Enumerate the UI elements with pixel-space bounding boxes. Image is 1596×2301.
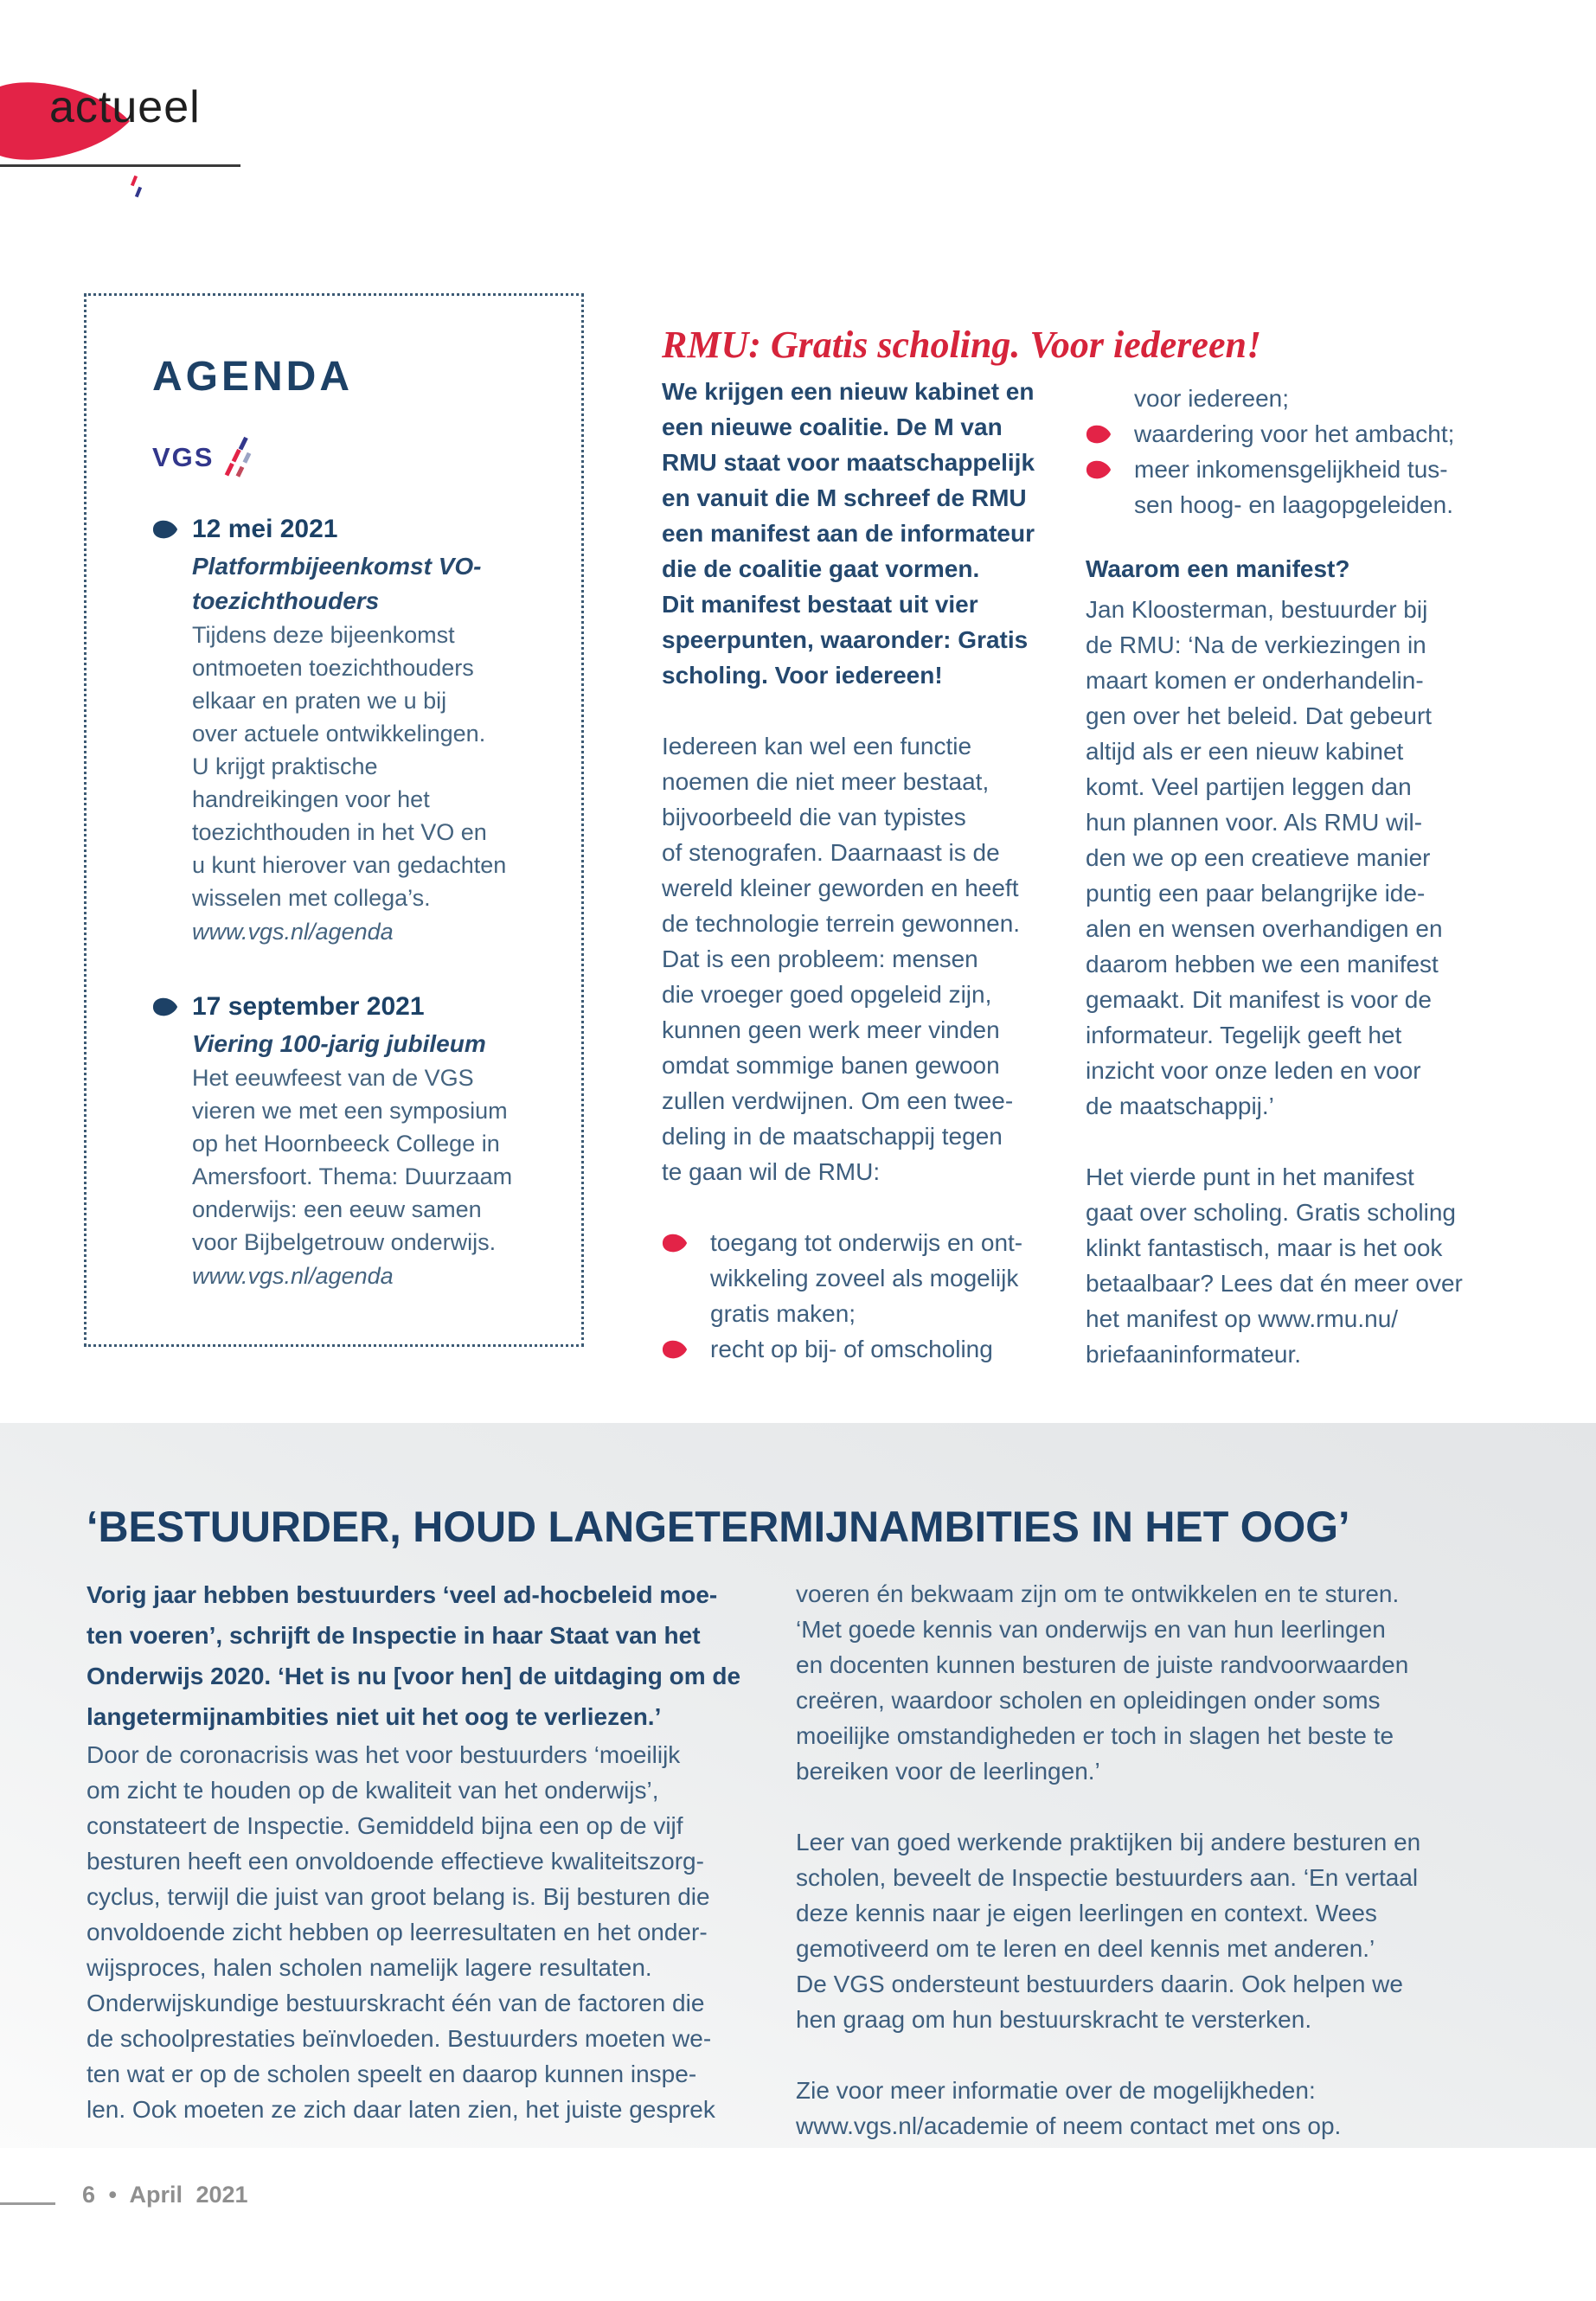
bestuurder-article-title: ‘BESTUURDER, HOUD LANGETERMIJNAMBITIES I… — [87, 1502, 1350, 1551]
leaf-icon — [0, 82, 130, 160]
bestuurder-paragraph: voeren én bekwaam zijn om te ontwikkelen… — [796, 1580, 1409, 1785]
agenda-date: 12 mei 2021 — [192, 515, 338, 543]
bestuurder-intro: Vorig jaar hebben bestuurders ‘veel ad-h… — [87, 1581, 741, 1730]
bestuurder-paragraph: Leer van goed werkende praktijken bij an… — [796, 1829, 1421, 2033]
agenda-item: 12 mei 2021 Platformbijeenkomst VO- toez… — [152, 515, 550, 949]
vgs-logo-slashes-icon — [225, 436, 252, 478]
leaf-bullet-icon — [152, 997, 178, 1016]
leaf-bullet-icon — [1086, 425, 1112, 444]
bestuurder-article-panel — [0, 1423, 1596, 2148]
vgs-logo-text: VGS — [152, 442, 215, 472]
agenda-link[interactable]: www.vgs.nl/agenda — [192, 919, 394, 945]
rmu-bullet: waardering voor het ambacht; — [1086, 416, 1518, 452]
agenda-date: 17 september 2021 — [192, 992, 425, 1021]
page-number: 6 • April 2021 — [82, 2182, 248, 2208]
vgs-logo: VGS — [152, 435, 550, 484]
leaf-bullet-icon — [152, 520, 178, 539]
rmu-paragraph: Jan Kloosterman, bestuurder bij de RMU: … — [1086, 596, 1443, 1119]
page-title: actueel — [49, 82, 201, 132]
agenda-subtitle: Platformbijeenkomst VO- toezichthouders — [192, 553, 482, 614]
rmu-bullet-text: recht op bij- of omscholing — [710, 1336, 993, 1362]
rmu-article-title: RMU: Gratis scholing. Voor iedereen! — [662, 324, 1262, 367]
rmu-intro: We krijgen een nieuw kabinet en een nieu… — [662, 378, 1035, 689]
leaf-bullet-icon — [662, 1340, 688, 1359]
rmu-column-2: voor iedereen; waardering voor het ambac… — [1086, 381, 1518, 1407]
agenda-body: Het eeuwfeest van de VGS vieren we met e… — [192, 1065, 513, 1255]
agenda-title: AGENDA — [152, 354, 354, 400]
vgs-slash-marks-icon — [130, 175, 143, 198]
bestuurder-right-column: voeren én bekwaam zijn om te ontwikkelen… — [796, 1576, 1531, 2179]
leaf-bullet-icon — [1086, 460, 1112, 479]
rmu-subheading: Waarom een manifest? — [1086, 555, 1350, 582]
rmu-bullet: toegang tot onderwijs en ont- wikkeling … — [662, 1225, 1064, 1331]
rmu-bullet-continuation: voor iedereen; — [1134, 385, 1290, 412]
footer-rule — [0, 2202, 55, 2205]
bestuurder-paragraph: Zie voor meer informatie over de mogelij… — [796, 2077, 1342, 2139]
agenda-link[interactable]: www.vgs.nl/agenda — [192, 1263, 394, 1289]
leaf-bullet-icon — [662, 1234, 688, 1253]
rmu-bullet-text: toegang tot onderwijs en ont- wikkeling … — [710, 1229, 1023, 1327]
agenda-item: 17 september 2021 Viering 100-jarig jubi… — [152, 992, 550, 1293]
rmu-paragraph: Het vierde punt in het manifest gaat ove… — [1086, 1163, 1463, 1368]
agenda-body: Tijdens deze bijeenkomst ontmoeten toezi… — [192, 622, 507, 911]
bestuurder-left-column: Door de coronacrisis was het voor bestuu… — [87, 1741, 715, 2123]
rmu-bullet-text: waardering voor het ambacht; — [1134, 420, 1455, 447]
rmu-bullet: meer inkomensgelijkheid tus- sen hoog- e… — [1086, 452, 1518, 522]
rmu-bullet-text: meer inkomensgelijkheid tus- sen hoog- e… — [1134, 456, 1453, 518]
agenda-box: AGENDA VGS 12 mei 2021 Platformbijeenkom… — [84, 293, 584, 1347]
rmu-bullet: recht op bij- of omscholing — [662, 1331, 1064, 1367]
rmu-column-1: We krijgen een nieuw kabinet en een nieu… — [662, 374, 1064, 1367]
rmu-body: Iedereen kan wel een functie noemen die … — [662, 733, 1021, 1185]
agenda-subtitle: Viering 100-jarig jubileum — [192, 1030, 486, 1057]
header-rule — [0, 164, 240, 167]
